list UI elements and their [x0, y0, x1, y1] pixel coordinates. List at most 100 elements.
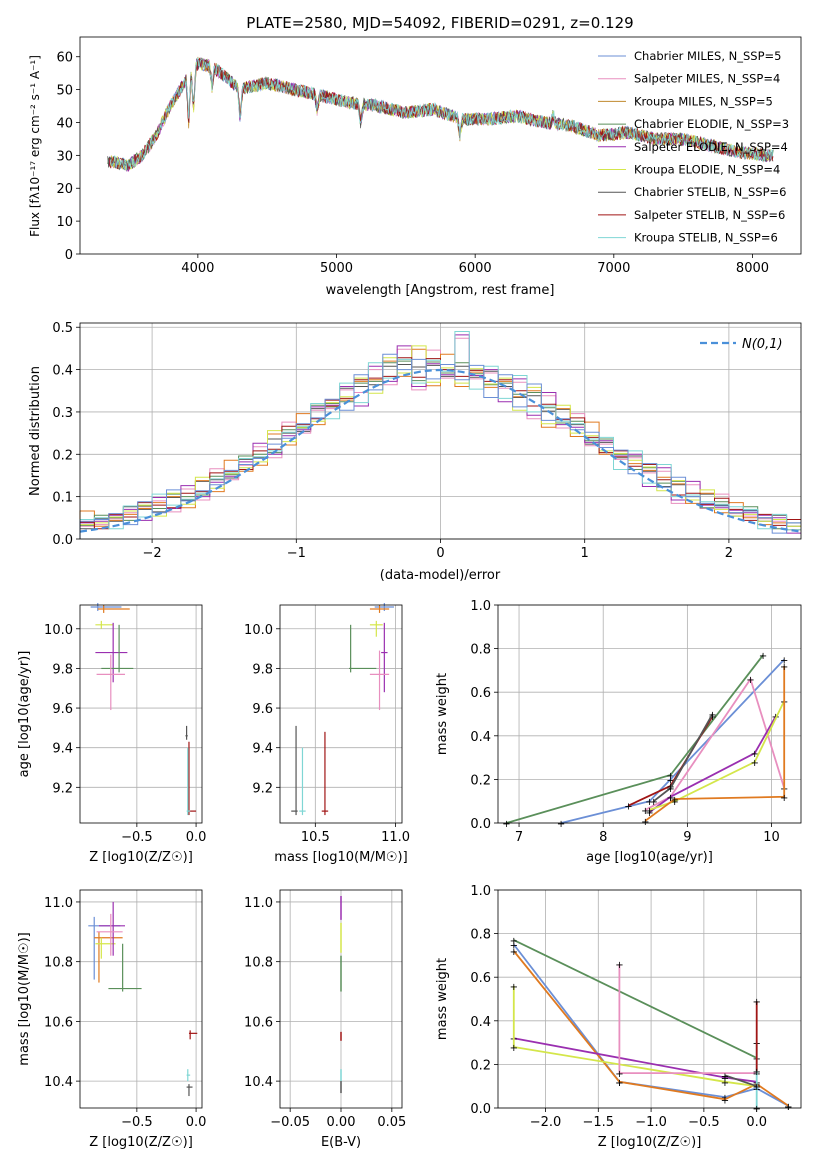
histogram-ylabel: Normed distribution [28, 366, 43, 496]
x-tick-label: −0.05 [270, 1115, 310, 1130]
y-tick-label: 9.8 [252, 662, 273, 677]
y-tick-label: 10.8 [244, 956, 273, 971]
weight-point-marker: + [752, 1082, 760, 1093]
y-tick-label: 50 [56, 84, 73, 99]
legend-normal-label: N(0,1) [742, 337, 783, 352]
x-tick-label: 0.0 [186, 1115, 207, 1130]
weight-point-marker: + [645, 797, 653, 808]
panel-ylabel: age [log10(age/yr)] [17, 651, 32, 778]
weight-point-marker: + [708, 712, 716, 723]
legend-label: Kroupa MILES, N_SSP=5 [634, 94, 773, 108]
y-tick-label: 1.0 [470, 599, 491, 614]
x-tick-label: 6000 [459, 261, 492, 276]
mass-vs-z-panel: −0.5 0.0 10.4 10.6 10.8 11.0 Z [log10(Z/Z☉)] ma… [17, 889, 207, 1150]
panel-marks [291, 603, 394, 816]
x-tick-label: 10 [763, 830, 780, 845]
weight-point-marker: + [721, 1071, 729, 1082]
weight-point-marker: + [557, 819, 565, 830]
x-tick-label: 0.05 [377, 1115, 406, 1130]
spectrum-panel: PLATE=2580, MJD=54092, FIBERID=0291, z=0… [28, 14, 802, 298]
weight-point-marker: + [641, 806, 649, 817]
legend-label: Chabrier MILES, N_SSP=5 [634, 49, 781, 63]
panel-xlabel: Z [log10(Z/Z☉)] [89, 850, 193, 865]
weight-point-marker: + [502, 819, 510, 830]
x-tick-label: −0.5 [121, 830, 153, 845]
x-tick-label: −0.5 [121, 1115, 153, 1130]
weight-point-marker: + [510, 1043, 518, 1054]
histogram-steps [79, 331, 801, 539]
x-tick-label: −0.5 [688, 1115, 720, 1130]
panel-marks [88, 901, 198, 1097]
y-tick-label: 10 [56, 215, 73, 230]
weight-point-marker: + [708, 710, 716, 721]
weight-point-marker: + [759, 651, 767, 662]
weight-point-marker: + [615, 1069, 623, 1080]
weight-point-marker: + [671, 795, 679, 806]
y-tick-label: 10.6 [44, 1015, 73, 1030]
x-tick-label: 0.00 [327, 1115, 356, 1130]
y-tick-label: 0.2 [470, 773, 491, 788]
weight-point-marker: + [751, 749, 759, 760]
y-tick-label: 0.6 [470, 686, 491, 701]
weight-point-marker: + [721, 1078, 729, 1089]
legend-label: Salpeter MILES, N_SSP=4 [634, 72, 780, 86]
panel-marks [90, 603, 197, 816]
legend-label: Chabrier STELIB, N_SSP=6 [634, 185, 786, 199]
x-tick-label: −1.5 [583, 1115, 615, 1130]
y-tick-label: 0.2 [52, 448, 73, 463]
spectrum-legend: Chabrier MILES, N_SSP=5 Salpeter MILES, N… [598, 49, 789, 245]
panel-xlabel: E(B-V) [321, 1135, 361, 1150]
y-tick-label: 0.2 [470, 1058, 491, 1073]
spectrum-ticks: 4000 5000 6000 7000 8000 0 10 20 30 40 50 60 [56, 51, 769, 276]
y-tick-label: 10.0 [244, 623, 273, 638]
weight-point-marker: + [510, 947, 518, 958]
weight-series-line [513, 1037, 757, 1083]
weight-series-line [618, 964, 757, 1074]
legend-label: Salpeter ELODIE, N_SSP=4 [634, 140, 788, 154]
y-tick-label: 40 [56, 116, 73, 131]
legend-label: Chabrier ELODIE, N_SSP=3 [634, 117, 789, 131]
weight-point-marker: + [641, 817, 649, 828]
x-tick-label: 0.0 [746, 1115, 767, 1130]
y-tick-label: 0.0 [470, 1102, 491, 1117]
histogram-ticks: −2 −1 0 1 2 0.0 0.1 0.2 0.3 0.4 0.5 [52, 321, 733, 561]
weight-point-marker: + [510, 982, 518, 993]
weight-point-marker: + [780, 662, 788, 673]
panel-grid [80, 605, 202, 823]
y-tick-label: 11.0 [44, 896, 73, 911]
panel-xlabel: Z [log10(Z/Z☉)] [598, 1135, 702, 1150]
weight-point-marker: + [666, 784, 674, 795]
weight-point-marker: + [666, 771, 674, 782]
weight-series-line [506, 654, 764, 824]
weight-vs-age-panel: +++++++++++++++++++++ ++++++++7 8 9 10 0.0 0.2… [435, 599, 802, 865]
legend-label: Kroupa ELODIE, N_SSP=4 [634, 163, 780, 177]
y-tick-label: 11.0 [244, 896, 273, 911]
y-tick-label: 9.4 [52, 742, 73, 757]
x-tick-label: 0 [436, 546, 444, 561]
x-tick-label: −1.0 [635, 1115, 667, 1130]
weight-point-marker: + [510, 936, 518, 947]
weight-point-marker: + [671, 797, 679, 808]
panel-marks: +++++++++++++++++++++ ++++++++ [502, 651, 788, 830]
y-tick-label: 0.0 [470, 817, 491, 832]
weight-series-line [513, 950, 789, 1107]
weight-point-marker: + [784, 1102, 792, 1113]
panel-axes [497, 889, 802, 1109]
y-tick-label: 0 [65, 248, 73, 263]
panel-axes [497, 604, 802, 824]
y-tick-label: 1.0 [470, 884, 491, 899]
weight-point-marker: + [784, 1102, 792, 1113]
y-tick-label: 60 [56, 51, 73, 66]
x-tick-label: 9 [683, 830, 691, 845]
mass-vs-ebv-panel: −0.05 0.00 0.05 10.4 10.6 10.8 11.0 E(B-V) [244, 889, 406, 1150]
x-tick-label: −2.0 [530, 1115, 562, 1130]
y-tick-label: 0.5 [52, 321, 73, 336]
y-tick-label: 9.6 [52, 702, 73, 717]
weight-point-marker: + [650, 797, 658, 808]
weight-series-line [648, 715, 777, 813]
weight-point-marker: + [780, 656, 788, 667]
x-tick-label: 10.5 [301, 830, 330, 845]
panel-ylabel: mass weight [435, 673, 450, 755]
x-tick-label: 11.0 [381, 830, 410, 845]
y-tick-label: 0.4 [52, 364, 73, 379]
